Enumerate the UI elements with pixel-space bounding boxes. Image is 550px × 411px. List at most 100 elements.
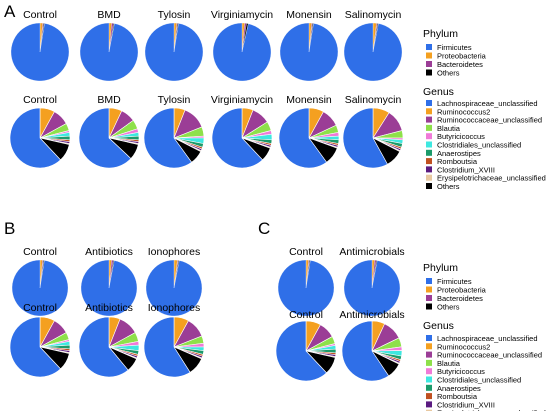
panel-label-a: A (4, 2, 16, 21)
pie-label: BMD (97, 94, 121, 106)
legend-swatch (426, 343, 432, 350)
legend-title: Genus (423, 320, 454, 332)
pie-a-genus-4: Monensin (278, 94, 340, 169)
pie-label: Salinomycin (345, 9, 402, 21)
pie-slice-0 (211, 107, 263, 169)
legend-label: Butyricicoccus (437, 367, 485, 376)
pie-label: Tylosin (158, 94, 191, 106)
legend-swatch (426, 100, 432, 106)
pie-label: Salinomycin (345, 94, 402, 106)
pie-label: Antimicrobials (339, 309, 404, 321)
legend-label: Lachnospiraceae_unclassified (437, 99, 538, 108)
pie-label: Virginiamycin (211, 9, 273, 21)
legend-title: Genus (423, 86, 454, 98)
pie-label: BMD (97, 9, 121, 21)
pie-label: Ionophores (148, 302, 201, 314)
legend-swatch (426, 393, 432, 400)
legend-swatch (426, 44, 432, 50)
pie-slice-0 (10, 22, 70, 82)
legend-label: Blautia (437, 359, 461, 368)
pie-a-phylum-2: Tylosin (144, 9, 204, 82)
pie-slice-0 (341, 320, 390, 382)
legend-label: Others (437, 303, 460, 312)
pie-slice-0 (78, 316, 129, 378)
legend-swatch (426, 286, 432, 293)
legend-label: Clostridiales_unclassified (437, 376, 521, 385)
legend-label: Blautia (437, 124, 461, 133)
legend-label: Ruminococcaceae_unclassified (437, 351, 542, 360)
legend-label: Bacteroidetes (437, 294, 483, 303)
legend-swatch (426, 69, 432, 76)
legend-swatch (426, 376, 432, 383)
pie-b-phylum-0: Control (11, 246, 69, 317)
pie-a-genus-5: Salinomycin (342, 94, 404, 169)
legend-label: Butyricicoccus (437, 132, 485, 141)
legend-label: Others (437, 182, 460, 191)
pie-label: Monensin (286, 9, 332, 21)
legend-swatch (426, 124, 432, 131)
legend-swatch (426, 278, 432, 284)
pie-a-phylum-1: BMD (79, 9, 139, 82)
pie-label: Monensin (286, 94, 332, 106)
legend-swatch (426, 52, 432, 59)
pie-label: Control (23, 246, 57, 258)
pie-a-phylum-3: Virginiamycin (211, 9, 273, 82)
pie-label: Antibiotics (85, 246, 133, 258)
legend-swatch (426, 335, 432, 341)
pie-slice-0 (143, 316, 191, 378)
legend-label: Proteobacteria (437, 286, 487, 295)
pie-c-phylum-0: Control (277, 246, 335, 317)
pie-slice-0 (277, 259, 335, 317)
pie-slice-0 (343, 259, 401, 317)
pie-slice-0 (11, 259, 69, 317)
pie-label: Control (23, 302, 57, 314)
pie-a-genus-2: Tylosin (143, 94, 205, 169)
pie-b-genus-2: Ionophores (143, 302, 205, 378)
pie-label: Control (289, 309, 323, 321)
legend-swatch (426, 108, 432, 115)
pie-slice-0 (80, 259, 138, 317)
legend-label: Clostridiales_unclassified (437, 141, 521, 150)
legend-phylum-c: Phylum FirmicutesProteobacteriaBacteroide… (423, 262, 487, 312)
pie-a-phylum-5: Salinomycin (343, 9, 403, 82)
legend-label: Ruminococcaceae_unclassified (437, 116, 542, 125)
legend-label: Bacteroidetes (437, 60, 483, 69)
pie-slice-0 (143, 107, 193, 169)
legend-swatch (426, 61, 432, 67)
pie-slice-0 (278, 107, 328, 169)
legend-label: Anaerostipes (437, 384, 481, 393)
pie-a-phylum-0: Control (10, 9, 70, 82)
legend-label: Romboutsia (437, 392, 478, 401)
legend-swatch (426, 351, 432, 358)
legend-swatch (426, 401, 432, 408)
pie-b-genus-0: Control (9, 302, 71, 378)
legend-swatch (426, 174, 432, 181)
pie-a-genus-0: Control (9, 94, 71, 169)
legend-label: Clostridium_XVIII (437, 400, 495, 409)
pie-label: Virginiamycin (211, 94, 273, 106)
pie-label: Control (23, 9, 57, 21)
legend-label: Erysipelotrichaceae_unclassified (437, 409, 546, 411)
legend-swatch (426, 141, 432, 148)
legend-swatch (426, 166, 432, 173)
pie-slice-0 (343, 22, 403, 82)
panel-label-c: C (258, 219, 270, 238)
legend-swatch (426, 183, 432, 189)
legend-phylum-a: Phylum FirmicutesProteobacteriaBacteroide… (423, 28, 487, 78)
legend-swatch (426, 359, 432, 366)
legend-swatch (426, 116, 432, 123)
pie-label: Control (23, 94, 57, 106)
pie-slice-0 (144, 22, 204, 82)
pie-slice-0 (145, 259, 203, 317)
pie-a-phylum-4: Monensin (279, 9, 339, 82)
legend-label: Proteobacteria (437, 52, 487, 61)
legend-swatch (426, 149, 432, 156)
legend-swatch (426, 133, 432, 140)
legend-label: Firmicutes (437, 43, 472, 52)
pie-slice-0 (275, 320, 327, 382)
legend-swatch (426, 158, 432, 165)
pie-slice-0 (342, 107, 388, 169)
legend-label: Anaerostipes (437, 149, 481, 158)
pie-slice-0 (279, 22, 339, 82)
